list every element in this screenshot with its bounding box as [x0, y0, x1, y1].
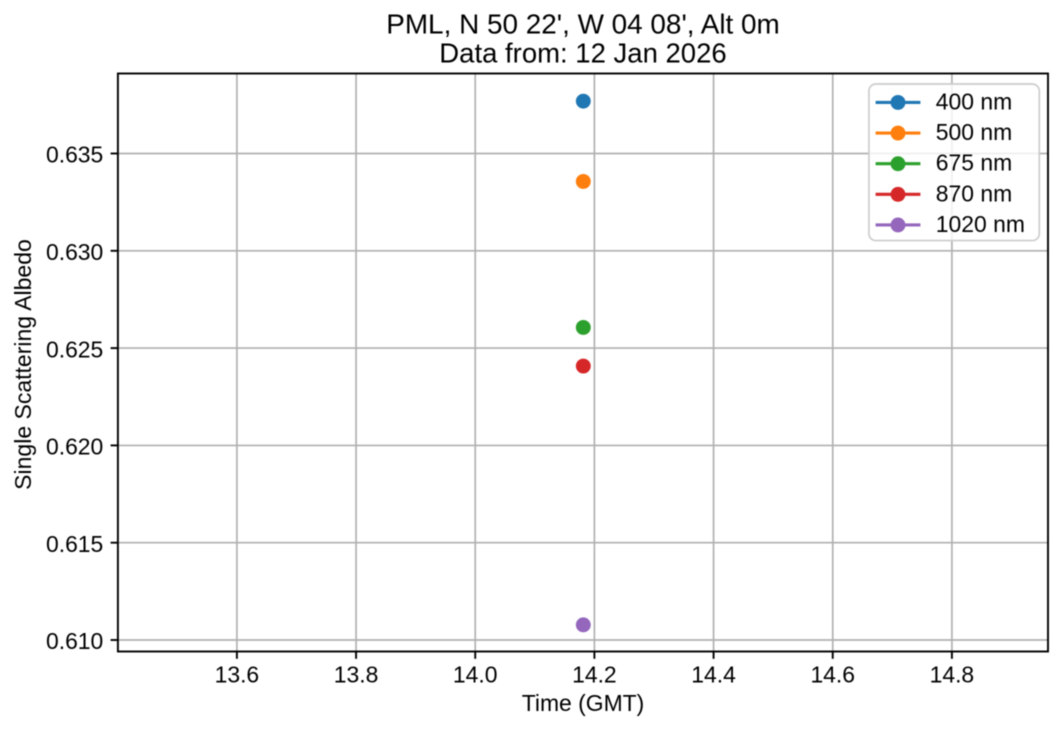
- svg-text:0.620: 0.620: [46, 434, 103, 460]
- svg-text:675 nm: 675 nm: [936, 150, 1012, 176]
- svg-text:Data from: 12 Jan 2026: Data from: 12 Jan 2026: [439, 37, 726, 68]
- svg-text:870 nm: 870 nm: [936, 180, 1012, 206]
- svg-text:14.0: 14.0: [453, 662, 498, 688]
- svg-text:13.6: 13.6: [215, 662, 260, 688]
- svg-text:1020 nm: 1020 nm: [936, 211, 1025, 237]
- svg-text:Single Scattering Albedo: Single Scattering Albedo: [10, 239, 36, 490]
- svg-text:0.630: 0.630: [46, 239, 103, 265]
- svg-text:14.8: 14.8: [930, 662, 975, 688]
- svg-text:14.2: 14.2: [572, 662, 617, 688]
- svg-text:14.4: 14.4: [691, 662, 736, 688]
- svg-text:400 nm: 400 nm: [936, 88, 1012, 114]
- svg-text:0.635: 0.635: [46, 142, 103, 168]
- svg-text:13.8: 13.8: [334, 662, 379, 688]
- svg-text:14.6: 14.6: [810, 662, 855, 688]
- svg-text:0.610: 0.610: [46, 628, 103, 654]
- svg-text:Time (GMT): Time (GMT): [522, 690, 645, 716]
- svg-text:500 nm: 500 nm: [936, 119, 1012, 145]
- svg-text:0.615: 0.615: [46, 531, 103, 557]
- svg-text:PML, N 50 22', W 04 08', Alt 0: PML, N 50 22', W 04 08', Alt 0m: [386, 9, 780, 40]
- svg-text:0.625: 0.625: [46, 336, 103, 362]
